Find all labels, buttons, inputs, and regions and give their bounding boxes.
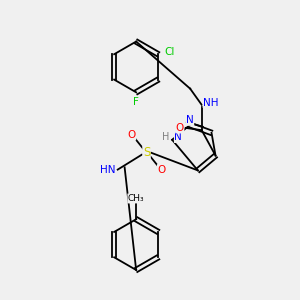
Text: O: O — [128, 130, 136, 140]
Text: N: N — [175, 133, 182, 142]
Text: F: F — [133, 97, 139, 106]
Text: NH: NH — [203, 98, 219, 107]
Text: N: N — [186, 116, 194, 125]
Text: O: O — [176, 123, 184, 133]
Text: HN: HN — [100, 165, 116, 175]
Text: Cl: Cl — [164, 47, 175, 57]
Text: O: O — [158, 165, 166, 175]
Text: H: H — [163, 133, 170, 142]
Text: S: S — [143, 146, 150, 159]
Text: CH₃: CH₃ — [128, 194, 145, 203]
